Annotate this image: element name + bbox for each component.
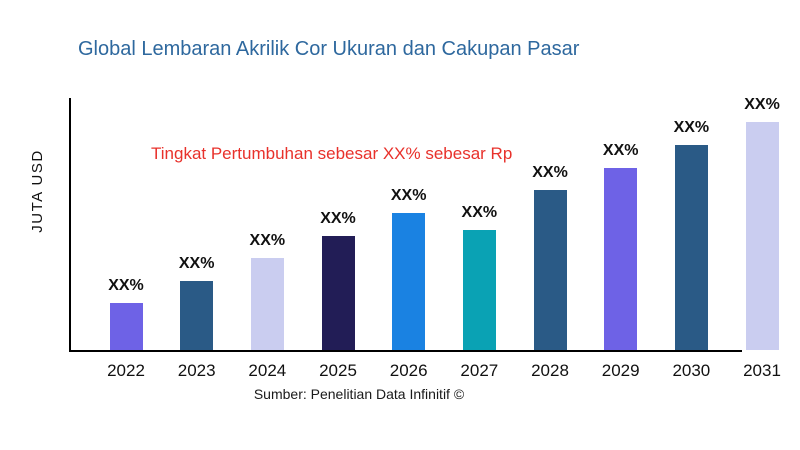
bar-value-label-2022: XX% — [108, 277, 144, 294]
bar-value-label-2029: XX% — [602, 142, 639, 159]
bar-value-label-2024: XX% — [249, 232, 286, 249]
source-note: Sumber: Penelitian Data Infinitif © — [253, 386, 465, 402]
bar-value-label-2030: XX% — [673, 119, 710, 136]
bar-2031 — [745, 122, 779, 350]
x-tick-label-2031: 2031 — [743, 361, 781, 380]
bar-value-label-2028: XX% — [532, 164, 568, 181]
bar-2030 — [674, 145, 708, 350]
x-tick-label-2025: 2025 — [319, 361, 357, 380]
bar-2027 — [462, 230, 496, 350]
bar-2023 — [180, 281, 214, 350]
y-axis-line — [69, 98, 71, 352]
x-tick-label-2026: 2026 — [389, 361, 428, 380]
x-axis-line — [69, 350, 742, 352]
x-tick-label-2022: 2022 — [107, 361, 145, 380]
bar-2022 — [109, 303, 143, 350]
x-tick-label-2023: 2023 — [177, 361, 216, 380]
bar-2028 — [533, 190, 567, 350]
bar-value-label-2026: XX% — [390, 187, 427, 204]
bar-2026 — [392, 213, 426, 350]
x-tick-label-2024: 2024 — [248, 361, 287, 380]
bar-2025 — [321, 236, 355, 350]
bar-value-label-2031: XX% — [744, 96, 780, 113]
bar-value-label-2023: XX% — [178, 255, 215, 272]
growth-rate-annotation: Tingkat Pertumbuhan sebesar XX% sebesar … — [151, 144, 513, 163]
bar-value-label-2025: XX% — [320, 210, 356, 227]
x-tick-label-2027: 2027 — [460, 361, 499, 380]
bar-2024 — [250, 258, 284, 350]
bar-value-label-2027: XX% — [461, 204, 498, 221]
x-tick-label-2030: 2030 — [672, 361, 711, 380]
bar-2029 — [604, 168, 638, 350]
x-tick-label-2029: 2029 — [601, 361, 640, 380]
x-tick-label-2028: 2028 — [531, 361, 569, 380]
chart-title: Global Lembaran Akrilik Cor Ukuran dan C… — [78, 38, 580, 60]
